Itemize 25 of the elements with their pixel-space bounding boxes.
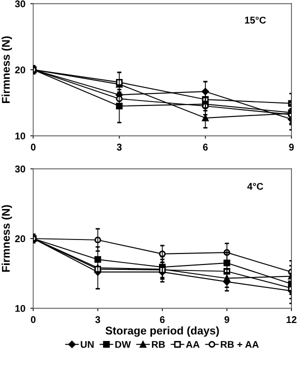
x-axis-title: Storage period (days) [106, 326, 219, 337]
y-tick-label: 20 [15, 235, 26, 242]
annotation: 15°C [245, 16, 266, 24]
legend-label: UN [80, 341, 94, 348]
y-axis-title: Firmness (N) [2, 205, 12, 272]
x-tick-label: 6 [160, 316, 165, 324]
x-tick-label: 9 [224, 316, 230, 324]
annotation: 4°C [247, 182, 264, 190]
y-axis-title: Firmness (N) [2, 36, 12, 103]
legend-label: DW [115, 341, 131, 348]
legend-label: RB + AA [220, 341, 259, 348]
y-tick-label: 10 [15, 132, 26, 140]
x-tick-label: 12 [286, 316, 296, 323]
y-tick-label: 20 [15, 66, 26, 74]
y-tick-label: 30 [14, 166, 26, 172]
legend-label: AA [186, 341, 200, 348]
x-tick-label: 0 [30, 144, 36, 151]
x-tick-label: 3 [95, 316, 100, 324]
x-tick-label: 6 [203, 144, 208, 151]
x-tick-label: 9 [289, 144, 294, 151]
y-tick-label: 30 [14, 0, 26, 8]
x-tick-label: 3 [116, 144, 122, 151]
y-tick-label: 10 [15, 305, 26, 312]
legend-label: RB [152, 341, 165, 348]
x-tick-label: 0 [30, 316, 36, 324]
